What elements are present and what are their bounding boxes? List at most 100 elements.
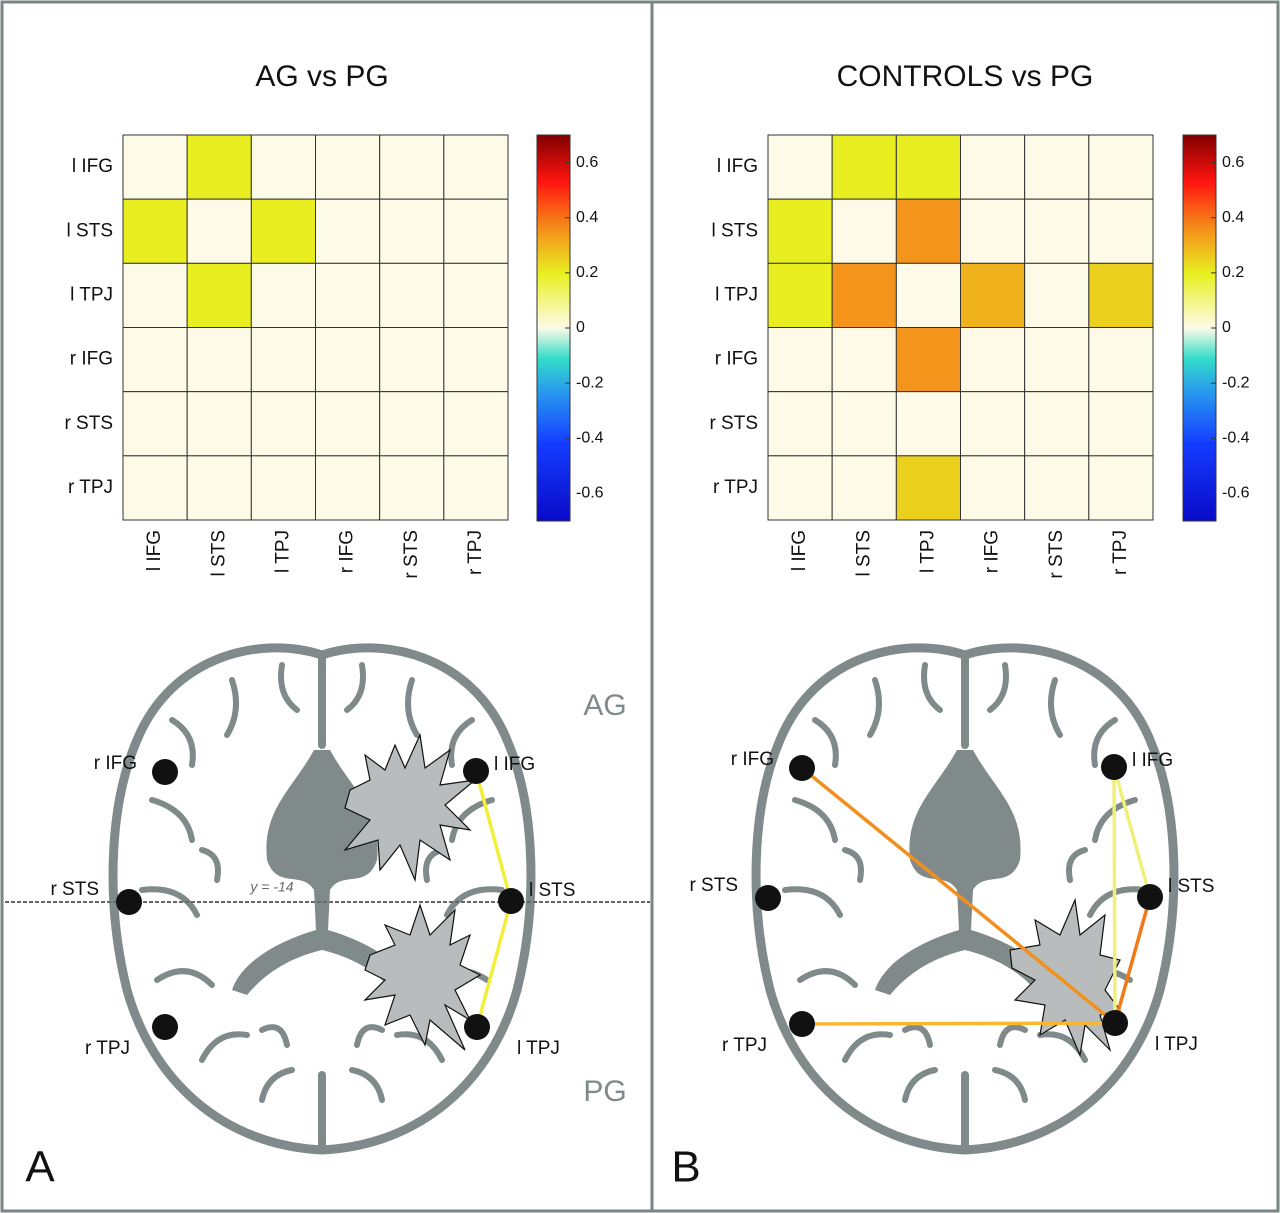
heatmap-cell (1024, 327, 1090, 393)
heatmap-cell (767, 455, 833, 521)
region-label: PG (583, 1075, 626, 1108)
heatmap-cell (443, 327, 509, 393)
panel-label: A (25, 1143, 55, 1192)
node (463, 758, 489, 784)
row-label: r IFG (715, 349, 758, 370)
node (789, 755, 815, 781)
heatmap-cell (1024, 455, 1090, 521)
node-label: r IFG (731, 749, 774, 770)
heatmap-cell (315, 455, 381, 521)
heatmap-cell (443, 262, 509, 329)
connection (800, 1021, 1117, 1026)
node (498, 888, 524, 914)
heatmap-cell (1088, 198, 1154, 264)
heatmap-cell (250, 262, 316, 329)
heatmap-cell (122, 198, 188, 264)
column-label: l IFG (144, 530, 165, 571)
heatmap-cell (1024, 391, 1090, 457)
heatmap-cell (895, 327, 961, 393)
column-label: l IFG (789, 530, 810, 571)
row-label: l TPJ (715, 284, 758, 305)
heatmap-cell (895, 198, 961, 264)
connection (800, 766, 1117, 1025)
column-label: r STS (401, 530, 422, 579)
node (116, 889, 142, 915)
node-label: r IFG (94, 753, 137, 774)
heatmap-cell (1088, 455, 1154, 521)
heatmap-cell (315, 327, 381, 393)
column-label: l STS (853, 530, 874, 576)
colorbar-tick-label: 0 (1222, 319, 1231, 336)
column-label: r IFG (337, 530, 358, 573)
row-label: r TPJ (713, 477, 758, 498)
heatmap-cell (767, 262, 833, 329)
heatmap-cell (1024, 262, 1090, 329)
heatmap-cell (250, 391, 316, 457)
colorbar-tick-label: -0.6 (576, 485, 604, 502)
row-label: l IFG (717, 156, 758, 177)
heatmap-cell (443, 391, 509, 457)
heatmap-cell (831, 262, 897, 329)
row-label: l STS (67, 220, 113, 241)
chart-title: AG vs PG (255, 60, 388, 93)
heatmap-cell (767, 391, 833, 457)
heatmap-cell (1088, 391, 1154, 457)
heatmap-cell (895, 262, 961, 329)
heatmap-cell (250, 198, 316, 264)
heatmap-cell (379, 262, 445, 329)
heatmap-cell (315, 391, 381, 457)
heatmap-cell (767, 327, 833, 393)
node-label: r STS (50, 879, 99, 900)
heatmap-cell (1088, 262, 1154, 329)
heatmap-cell (1024, 134, 1090, 200)
heatmap-cell (379, 391, 445, 457)
panel-label: B (671, 1143, 700, 1192)
node-label: l STS (1168, 876, 1214, 897)
brain-left (113, 648, 531, 1150)
colorbar-tick-label: -0.4 (576, 430, 604, 447)
colorbar (1182, 134, 1217, 522)
colorbar-tick-label: 0 (576, 319, 585, 336)
heatmap-cell (250, 455, 316, 521)
heatmap-cell (186, 455, 252, 521)
node-label: r TPJ (85, 1038, 130, 1059)
colorbar-tick-label: 0.6 (1222, 154, 1244, 171)
node (152, 759, 178, 785)
connection (1112, 765, 1152, 899)
heatmap-cell (443, 455, 509, 521)
heatmap-cell (250, 327, 316, 393)
lesion (363, 903, 482, 1051)
region-label: AG (583, 689, 626, 722)
colorbar-tick-label: 0.4 (1222, 209, 1244, 226)
colorbar-tick-label: -0.4 (1222, 430, 1250, 447)
heatmap-cell (315, 134, 381, 200)
node-label: r TPJ (722, 1035, 767, 1056)
heatmap-cell (831, 391, 897, 457)
connection (474, 769, 513, 903)
column-label: r TPJ (1110, 530, 1131, 575)
heatmap-cell (960, 134, 1026, 200)
colorbar-tick-label: -0.6 (1222, 485, 1250, 502)
heatmap-cell (186, 134, 252, 200)
heatmap-cell (1088, 134, 1154, 200)
node-label: r STS (689, 875, 738, 896)
column-label: l STS (208, 530, 229, 576)
heatmap-cell (379, 327, 445, 393)
heatmap-cell (122, 391, 188, 457)
node (152, 1014, 178, 1040)
heatmap-cell (831, 455, 897, 521)
node-label: l IFG (1132, 750, 1173, 771)
heatmap-cell (122, 327, 188, 393)
colorbar-tick-label: -0.2 (1222, 374, 1250, 391)
heatmap-cell (122, 455, 188, 521)
heatmap-cell (122, 262, 188, 329)
heatmap-cell (186, 262, 252, 329)
heatmap-cell (122, 134, 188, 200)
colorbar-tick-label: -0.2 (576, 374, 604, 391)
node (1101, 754, 1127, 780)
node (1137, 884, 1163, 910)
connection (1113, 895, 1152, 1025)
heatmap-cell (960, 262, 1026, 329)
